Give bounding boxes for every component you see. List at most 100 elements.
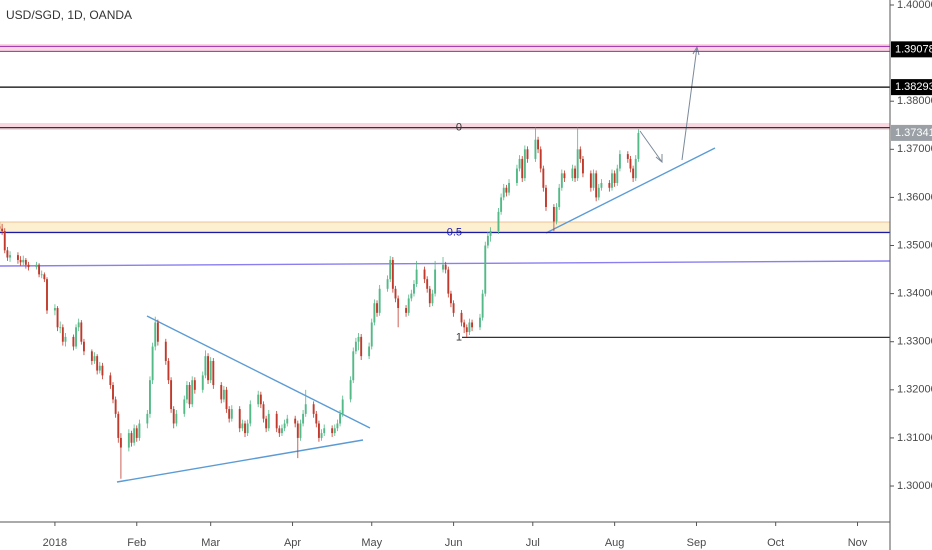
- plot-area: 00.51: [0, 44, 891, 483]
- x-tick-label: Sep: [687, 537, 707, 549]
- candle-body: [138, 423, 141, 438]
- x-tick-label: 2018: [43, 537, 67, 549]
- candle-body: [405, 308, 408, 313]
- candle-body: [133, 428, 136, 443]
- candle-body: [555, 207, 558, 222]
- candle-body: [304, 404, 307, 414]
- resistance-band: [0, 123, 890, 130]
- candle-body: [595, 173, 598, 198]
- candle-body: [460, 312, 463, 323]
- candle-body: [632, 168, 635, 179]
- candle-body: [397, 298, 400, 309]
- last-price-label: 1.37341: [895, 127, 932, 139]
- candle-body: [386, 279, 389, 289]
- fib-label: 1: [456, 331, 462, 343]
- candle-body: [613, 173, 616, 183]
- candle-body: [191, 380, 194, 405]
- price-box-label: 1.38293: [895, 81, 932, 93]
- candle-body: [592, 173, 595, 188]
- y-tick-label: 1.32000: [897, 384, 932, 396]
- candle-body: [135, 428, 138, 438]
- candle-body: [188, 385, 191, 405]
- trend-line: [116, 439, 364, 483]
- x-tick-label: Jul: [526, 537, 540, 549]
- candle-body: [542, 168, 545, 188]
- y-tick-label: 1.35000: [897, 239, 932, 251]
- candle-body: [479, 317, 481, 328]
- candle-body: [286, 418, 289, 424]
- candle-body: [64, 336, 67, 342]
- candle-body: [72, 336, 75, 347]
- trend-line: [0, 260, 891, 267]
- candle-body: [35, 264, 38, 268]
- candle-body: [389, 259, 392, 280]
- candle-body: [373, 303, 376, 323]
- candle-body: [164, 341, 167, 361]
- candle-body: [265, 418, 268, 429]
- candle-body: [130, 433, 133, 443]
- fib-label: 0.5: [447, 226, 462, 238]
- candle-body: [597, 187, 600, 198]
- candle-body: [1, 228, 4, 232]
- candle-body: [127, 433, 130, 448]
- candle-body: [249, 404, 252, 424]
- candle-body: [539, 149, 542, 169]
- candle-body: [486, 235, 489, 246]
- y-tick-label: 1.34000: [897, 288, 932, 300]
- candle-body: [17, 255, 19, 260]
- candle-body: [349, 380, 352, 400]
- candle-body: [101, 365, 104, 376]
- candle-body: [394, 288, 397, 299]
- candle-body: [222, 389, 225, 400]
- x-tick-label: Jun: [445, 537, 463, 549]
- candle-body: [497, 211, 500, 232]
- candle-body: [61, 327, 64, 342]
- candle-body: [468, 322, 471, 333]
- candle-body: [563, 173, 566, 179]
- candle-body: [275, 413, 278, 429]
- candle-body: [357, 336, 360, 342]
- candle-body: [415, 269, 418, 284]
- candle-body: [537, 139, 540, 150]
- candle-body: [156, 322, 159, 342]
- candle-body: [336, 423, 339, 429]
- candle-body: [40, 274, 43, 276]
- candle-body: [352, 351, 355, 381]
- candle-body: [552, 207, 555, 222]
- candle-body: [341, 399, 344, 414]
- candle-body: [370, 322, 373, 347]
- candle-body: [463, 322, 466, 328]
- candle-body: [508, 182, 510, 193]
- x-tick-label: Aug: [605, 537, 625, 549]
- candle-body: [331, 428, 334, 434]
- candle-body: [90, 351, 93, 361]
- candle-body: [571, 168, 574, 179]
- trend-line: [146, 315, 371, 429]
- last-price-box: [891, 124, 932, 141]
- candle-body: [489, 231, 492, 236]
- candle-body: [98, 365, 101, 371]
- candle-body: [465, 327, 468, 333]
- candle-body: [59, 327, 62, 329]
- candle-body: [24, 259, 27, 265]
- candle-body: [246, 423, 249, 434]
- y-tick-label: 1.38000: [897, 95, 932, 107]
- candle-body: [149, 380, 151, 414]
- candle-body: [574, 168, 576, 179]
- candle-body: [410, 293, 413, 299]
- candle-body: [521, 158, 524, 179]
- candle-body: [354, 341, 357, 352]
- candle-body: [80, 322, 83, 342]
- candle-body: [560, 173, 563, 188]
- candle-body: [378, 288, 381, 313]
- candle-body: [281, 428, 283, 434]
- candle-body: [442, 264, 444, 270]
- candle-body: [589, 173, 592, 188]
- candle-body: [618, 154, 621, 169]
- candle-body: [616, 168, 619, 183]
- candle-body: [22, 259, 25, 263]
- candle-body: [230, 409, 233, 419]
- candle-body: [238, 409, 241, 429]
